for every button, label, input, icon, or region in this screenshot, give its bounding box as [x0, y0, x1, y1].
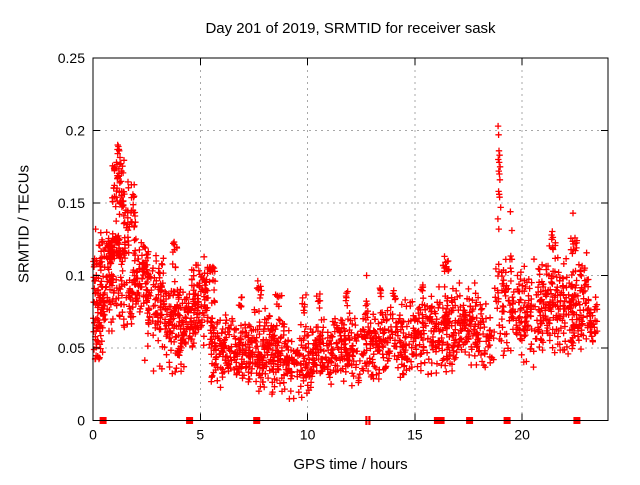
- y-tick-label: 0.2: [66, 123, 86, 139]
- x-tick-label: 0: [89, 427, 97, 443]
- y-tick-label: 0: [77, 413, 85, 429]
- x-tick-label: 20: [514, 427, 530, 443]
- x-axis-label: GPS time / hours: [293, 456, 408, 473]
- scatter-points: [90, 122, 601, 402]
- plot-border: [92, 57, 609, 421]
- y-tick-label: 0.1: [66, 268, 86, 284]
- x-tick-label: 10: [300, 427, 316, 443]
- y-tick-label: 0.15: [58, 195, 85, 211]
- y-tick-label: 0.05: [58, 340, 85, 356]
- x-tick-label: 15: [407, 427, 423, 443]
- tick-labels: 0 5 10 15 20 0 0.05 0.1 0.15 0.2 0.25: [58, 50, 530, 443]
- chart-title: Day 201 of 2019, SRMTID for receiver sas…: [205, 20, 496, 37]
- grid-lines: [93, 58, 608, 421]
- x-tick-label: 5: [196, 427, 204, 443]
- y-axis-label: SRMTID / TECUs: [15, 164, 33, 284]
- y-tick-label: 0.25: [58, 50, 85, 66]
